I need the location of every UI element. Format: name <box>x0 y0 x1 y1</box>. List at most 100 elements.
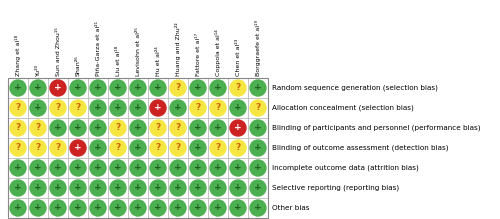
Bar <box>8 158 28 178</box>
Bar <box>208 118 228 138</box>
Text: +: + <box>194 203 202 212</box>
Circle shape <box>10 80 26 96</box>
Text: ?: ? <box>256 104 260 113</box>
Bar <box>148 118 168 138</box>
Text: +: + <box>254 143 262 152</box>
Circle shape <box>230 160 246 176</box>
Text: +: + <box>94 164 102 173</box>
Circle shape <box>50 100 66 116</box>
Text: +: + <box>214 124 222 132</box>
Text: +: + <box>74 184 82 193</box>
Bar <box>188 198 208 218</box>
Bar <box>88 198 108 218</box>
Circle shape <box>50 160 66 176</box>
Bar <box>188 158 208 178</box>
Circle shape <box>10 140 26 156</box>
Bar <box>8 78 28 98</box>
Bar <box>128 158 148 178</box>
Text: +: + <box>34 83 42 92</box>
Text: +: + <box>234 203 242 212</box>
Text: Zhang et al¹⁸: Zhang et al¹⁸ <box>15 35 21 76</box>
Text: Selective reporting (reporting bias): Selective reporting (reporting bias) <box>272 185 399 191</box>
Circle shape <box>30 160 46 176</box>
Text: +: + <box>234 124 242 132</box>
Circle shape <box>130 140 146 156</box>
Text: Fattore et al¹⁷: Fattore et al¹⁷ <box>196 33 200 76</box>
Bar <box>108 138 128 158</box>
Text: Allocation concealment (selection bias): Allocation concealment (selection bias) <box>272 105 414 111</box>
Bar <box>8 138 28 158</box>
Circle shape <box>50 180 66 196</box>
Text: +: + <box>154 203 162 212</box>
Bar <box>168 178 188 198</box>
Circle shape <box>250 200 266 216</box>
Circle shape <box>150 180 166 196</box>
Bar <box>208 158 228 178</box>
Text: Coppola et al¹⁴: Coppola et al¹⁴ <box>215 29 221 76</box>
Bar <box>168 198 188 218</box>
Text: +: + <box>94 83 102 92</box>
Bar <box>128 198 148 218</box>
Circle shape <box>210 180 226 196</box>
Bar <box>28 138 48 158</box>
Text: +: + <box>254 124 262 132</box>
Circle shape <box>70 200 86 216</box>
Bar <box>148 138 168 158</box>
Circle shape <box>30 200 46 216</box>
Bar <box>208 198 228 218</box>
Circle shape <box>110 100 126 116</box>
Bar <box>168 138 188 158</box>
Circle shape <box>230 200 246 216</box>
Circle shape <box>10 100 26 116</box>
Bar <box>208 78 228 98</box>
Bar <box>8 118 28 138</box>
Bar <box>88 138 108 158</box>
Circle shape <box>210 140 226 156</box>
Bar <box>48 178 68 198</box>
Circle shape <box>70 120 86 136</box>
Circle shape <box>50 120 66 136</box>
Bar <box>168 158 188 178</box>
Bar <box>128 98 148 118</box>
Circle shape <box>90 140 106 156</box>
Text: +: + <box>14 203 22 212</box>
Text: Hu et al²⁴: Hu et al²⁴ <box>156 46 160 76</box>
Text: +: + <box>154 184 162 193</box>
Bar <box>28 98 48 118</box>
Circle shape <box>190 180 206 196</box>
Text: +: + <box>34 203 42 212</box>
Circle shape <box>150 200 166 216</box>
Text: +: + <box>94 184 102 193</box>
Text: +: + <box>214 83 222 92</box>
Circle shape <box>170 80 186 96</box>
Bar <box>148 158 168 178</box>
Bar <box>248 158 268 178</box>
Circle shape <box>110 80 126 96</box>
Circle shape <box>90 200 106 216</box>
Text: ?: ? <box>16 143 20 152</box>
Text: +: + <box>74 164 82 173</box>
Text: +: + <box>134 83 142 92</box>
Circle shape <box>70 180 86 196</box>
Bar <box>188 78 208 98</box>
Text: Sun and Zhou¹⁵: Sun and Zhou¹⁵ <box>56 27 60 76</box>
Circle shape <box>130 180 146 196</box>
Bar <box>168 98 188 118</box>
Circle shape <box>30 100 46 116</box>
Circle shape <box>130 120 146 136</box>
Text: +: + <box>134 203 142 212</box>
Circle shape <box>70 80 86 96</box>
Bar <box>248 198 268 218</box>
Bar <box>68 138 88 158</box>
Circle shape <box>150 100 166 116</box>
Circle shape <box>230 80 246 96</box>
Circle shape <box>210 160 226 176</box>
Circle shape <box>130 100 146 116</box>
Circle shape <box>150 140 166 156</box>
Circle shape <box>130 80 146 96</box>
Text: ?: ? <box>56 143 60 152</box>
Bar <box>68 178 88 198</box>
Text: ?: ? <box>236 143 240 152</box>
Bar <box>28 178 48 198</box>
Circle shape <box>30 140 46 156</box>
